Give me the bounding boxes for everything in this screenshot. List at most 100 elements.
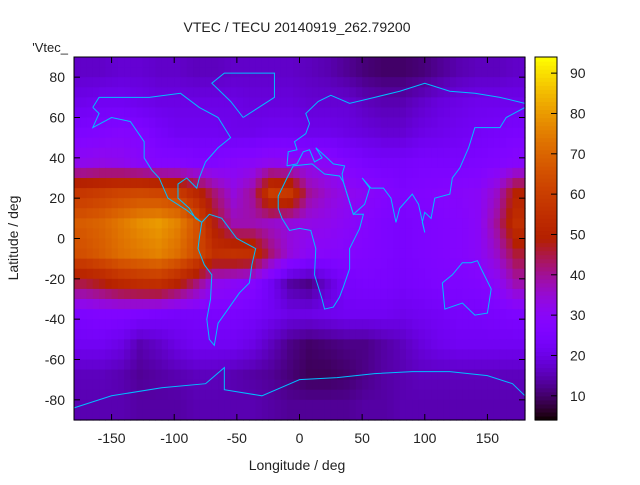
heatmap-cell bbox=[343, 238, 351, 250]
coastline bbox=[73, 366, 526, 409]
heatmap-cell bbox=[261, 137, 269, 149]
heatmap-cell bbox=[161, 57, 169, 68]
heatmap-cell bbox=[161, 288, 169, 300]
heatmap-cell bbox=[456, 339, 463, 351]
heatmap-cell bbox=[274, 349, 282, 361]
heatmap-cell bbox=[211, 228, 219, 240]
heatmap-cell bbox=[74, 288, 81, 300]
heatmap-cell bbox=[293, 208, 301, 219]
heatmap-cell bbox=[249, 228, 257, 240]
heatmap-cell bbox=[142, 218, 150, 230]
heatmap-cell bbox=[236, 117, 244, 129]
heatmap-cell bbox=[186, 57, 194, 68]
heatmap-cell bbox=[474, 268, 482, 280]
heatmap-cell bbox=[280, 228, 288, 240]
heatmap-cell bbox=[481, 167, 489, 179]
heatmap-cell bbox=[180, 238, 188, 250]
heatmap-cell bbox=[462, 309, 470, 320]
heatmap-cell bbox=[74, 218, 81, 230]
heatmap-cell bbox=[355, 157, 363, 169]
heatmap-cell bbox=[186, 107, 194, 119]
heatmap-cell bbox=[111, 339, 119, 351]
heatmap-cell bbox=[368, 309, 376, 320]
heatmap-cell bbox=[312, 67, 319, 78]
heatmap-cell bbox=[362, 57, 370, 68]
heatmap-cell bbox=[418, 117, 426, 129]
heatmap-cell bbox=[362, 67, 370, 78]
heatmap-cell bbox=[130, 258, 138, 270]
heatmap-cell bbox=[261, 319, 269, 330]
heatmap-cell bbox=[405, 137, 413, 149]
heatmap-cell bbox=[437, 319, 445, 330]
heatmap-cell bbox=[249, 208, 257, 219]
heatmap-cell bbox=[130, 369, 138, 381]
colorbar-segment bbox=[535, 194, 557, 199]
heatmap-cell bbox=[462, 127, 470, 139]
heatmap-cell bbox=[280, 157, 288, 169]
heatmap-cell bbox=[205, 77, 213, 88]
heatmap-cell bbox=[449, 208, 457, 219]
heatmap-cell bbox=[481, 288, 489, 300]
heatmap-cell bbox=[512, 339, 520, 351]
heatmap-cell bbox=[174, 319, 182, 330]
heatmap-cell bbox=[462, 77, 470, 88]
heatmap-cell bbox=[218, 178, 225, 189]
heatmap-cell bbox=[387, 349, 395, 361]
heatmap-cell bbox=[255, 359, 263, 371]
heatmap-cell bbox=[99, 389, 106, 401]
heatmap-cell bbox=[343, 178, 351, 189]
heatmap-cell bbox=[286, 167, 294, 179]
heatmap-cell bbox=[312, 329, 319, 340]
colorbar-tick-label: 90 bbox=[570, 65, 586, 81]
heatmap-cell bbox=[80, 409, 88, 421]
heatmap-cell bbox=[255, 137, 263, 149]
heatmap-cell bbox=[349, 379, 357, 391]
heatmap-cell bbox=[487, 107, 495, 119]
heatmap-cell bbox=[512, 379, 520, 391]
heatmap-cell bbox=[80, 218, 88, 230]
colorbar-segment bbox=[535, 198, 557, 203]
heatmap-cell bbox=[305, 309, 313, 320]
heatmap-cell bbox=[499, 389, 507, 401]
heatmap-cell bbox=[481, 228, 489, 240]
heatmap-cell bbox=[180, 409, 188, 421]
heatmap-cell bbox=[274, 137, 282, 149]
heatmap-cell bbox=[211, 218, 219, 230]
heatmap-cell bbox=[86, 399, 94, 411]
heatmap-cell bbox=[243, 208, 250, 219]
heatmap-cell bbox=[211, 97, 219, 109]
heatmap-cell bbox=[161, 208, 169, 219]
heatmap-cell bbox=[337, 389, 344, 401]
heatmap-cell bbox=[80, 339, 88, 351]
heatmap-cell bbox=[368, 87, 376, 98]
heatmap-cell bbox=[355, 228, 363, 240]
heatmap-cell bbox=[268, 409, 276, 421]
heatmap-cell bbox=[380, 97, 388, 109]
colorbar-segment bbox=[535, 254, 557, 260]
heatmap-cell bbox=[456, 107, 463, 119]
heatmap-cell bbox=[236, 329, 244, 340]
heatmap-cell bbox=[387, 248, 395, 260]
heatmap-cell bbox=[324, 87, 332, 98]
heatmap-cell bbox=[74, 57, 81, 68]
heatmap-cell bbox=[349, 117, 357, 129]
heatmap-cell bbox=[399, 369, 407, 381]
heatmap-cell bbox=[456, 147, 463, 159]
heatmap-cell bbox=[362, 329, 370, 340]
heatmap-cell bbox=[449, 409, 457, 421]
heatmap-cell bbox=[424, 67, 432, 78]
heatmap-cell bbox=[474, 147, 482, 159]
heatmap-cell bbox=[487, 389, 495, 401]
heatmap-cell bbox=[330, 258, 338, 270]
heatmap-cell bbox=[236, 188, 244, 199]
heatmap-cell bbox=[431, 258, 438, 270]
heatmap-cell bbox=[349, 67, 357, 78]
heatmap-cell bbox=[74, 389, 81, 401]
heatmap-cell bbox=[243, 278, 250, 290]
heatmap-cell bbox=[174, 127, 182, 139]
heatmap-cell bbox=[274, 238, 282, 250]
heatmap-cell bbox=[92, 117, 100, 129]
heatmap-cell bbox=[349, 278, 357, 290]
heatmap-cell bbox=[443, 238, 451, 250]
heatmap-cell bbox=[199, 399, 207, 411]
